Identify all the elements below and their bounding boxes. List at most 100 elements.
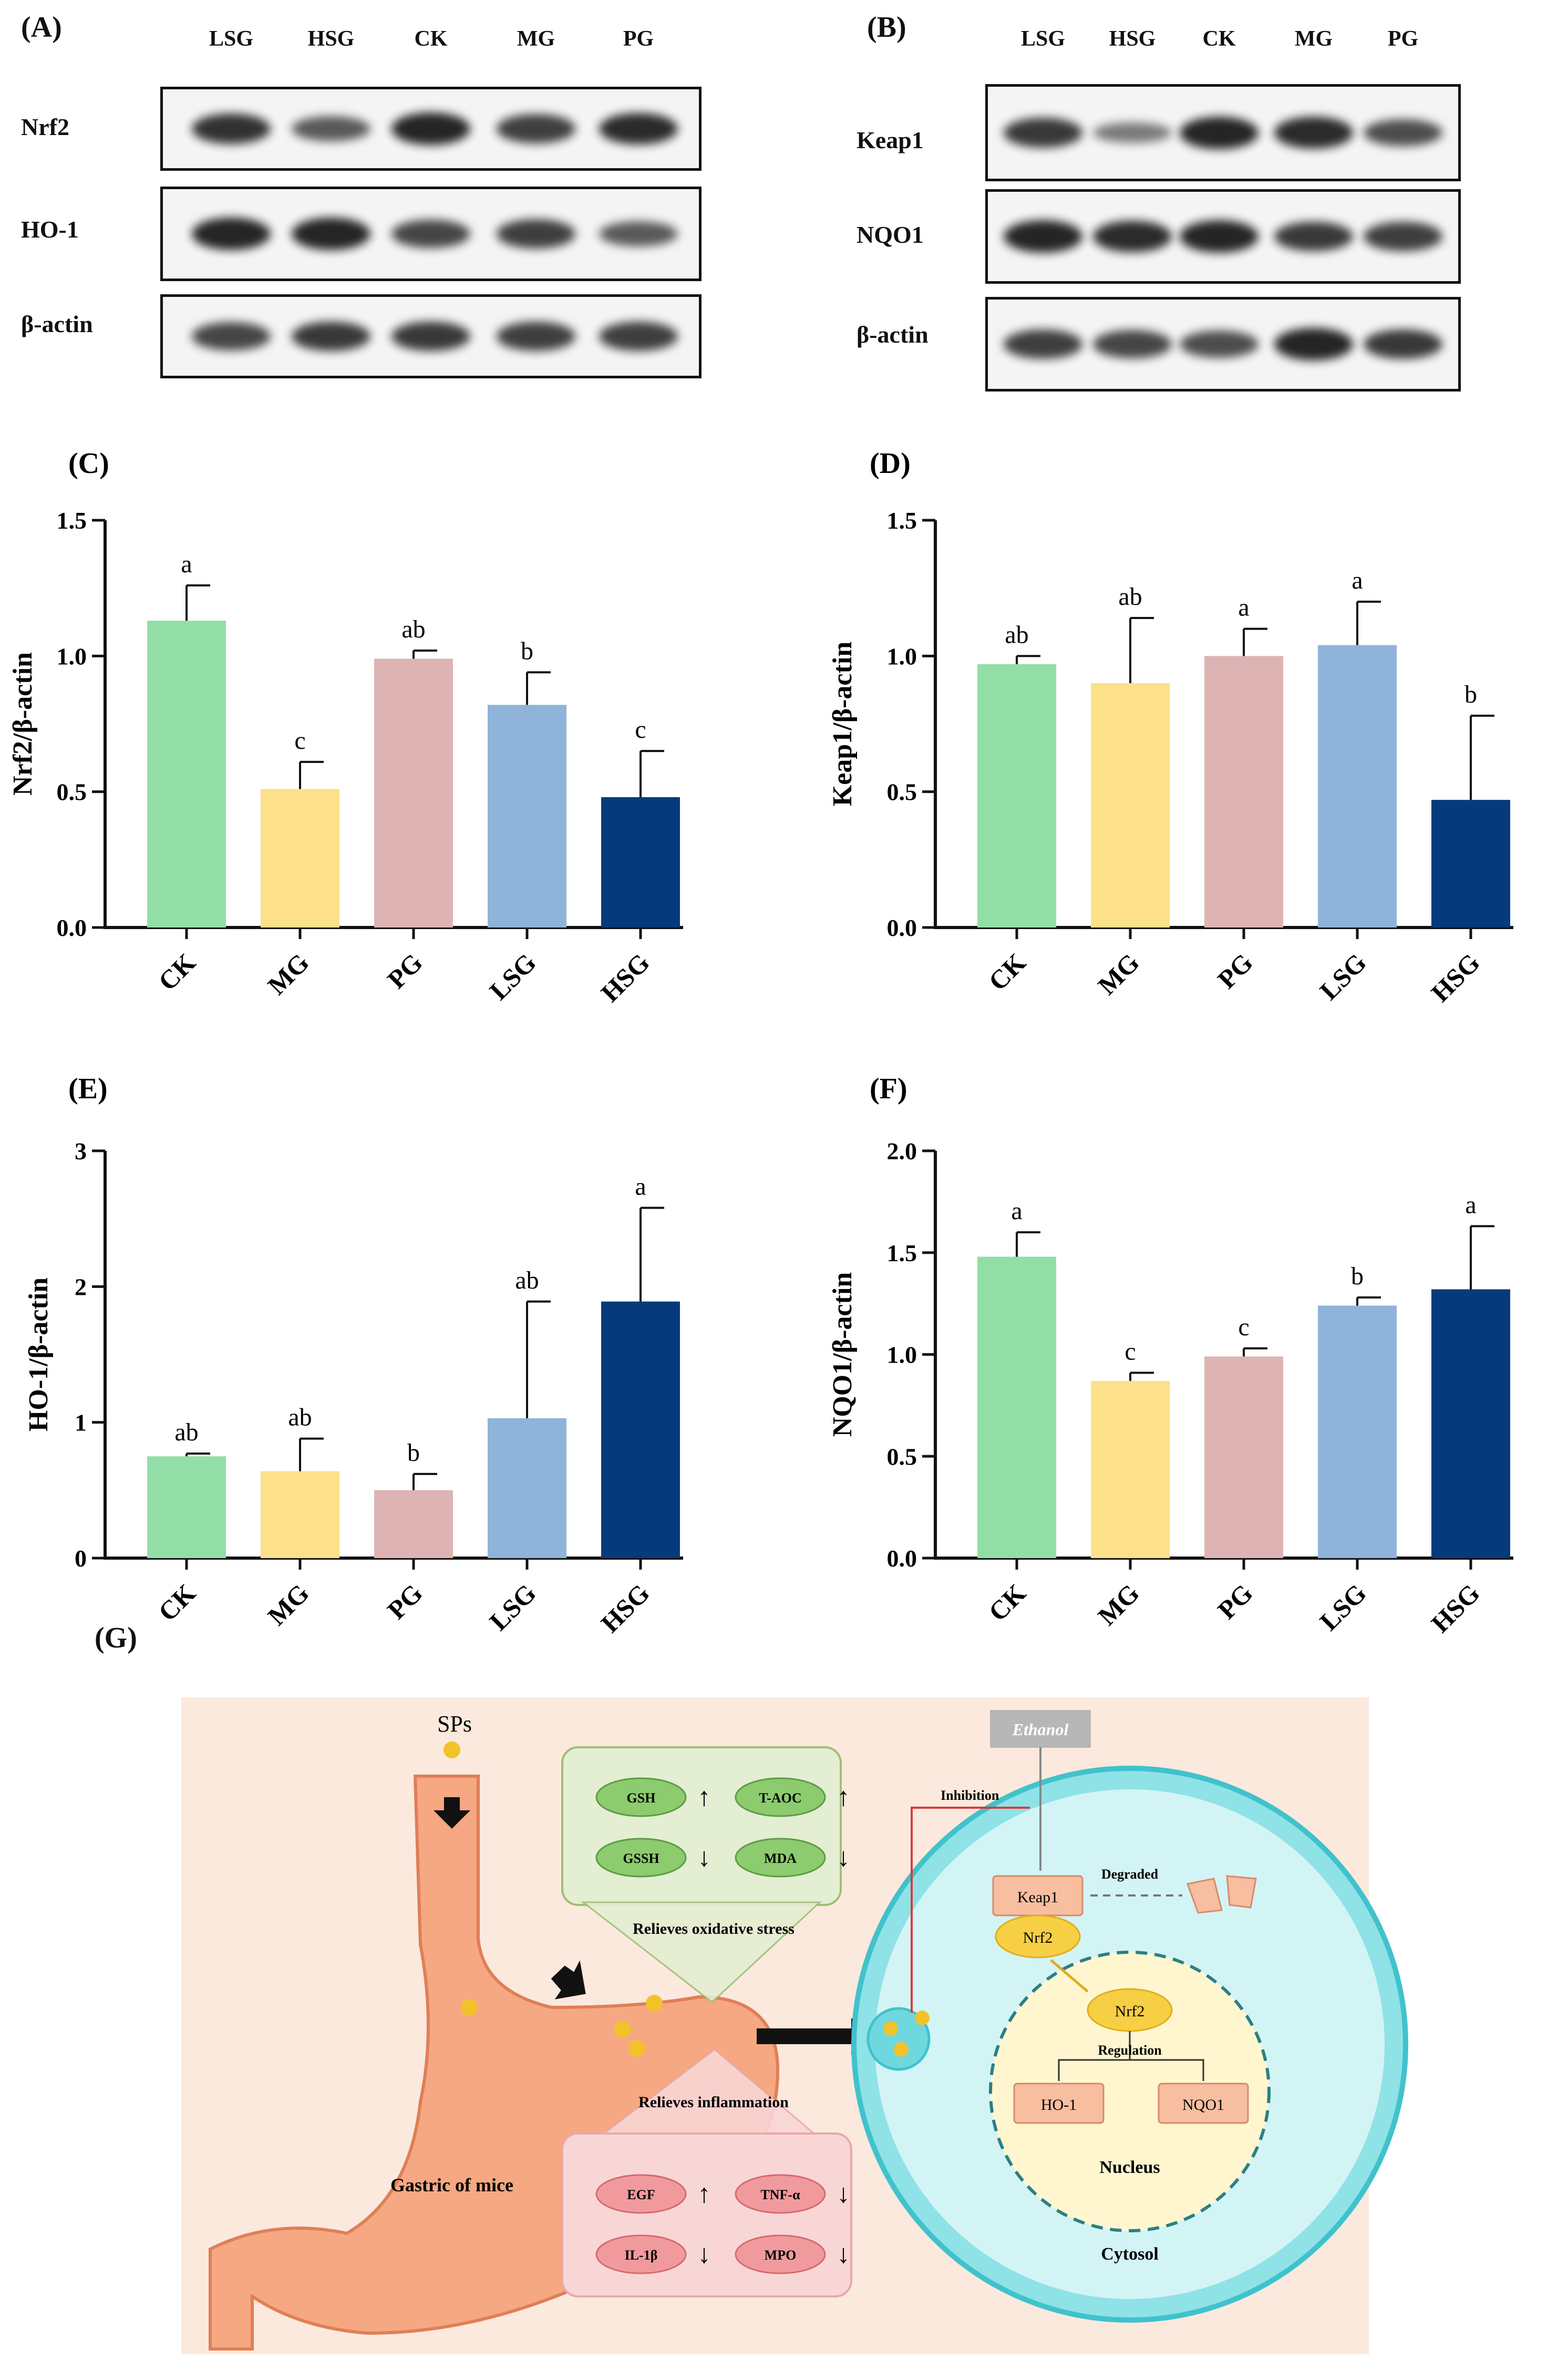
significance-letter: b (407, 1439, 420, 1467)
blot-b-nqo1-strip (985, 189, 1461, 284)
blot-band (292, 321, 370, 352)
blot-a-lane-label: HSG (307, 27, 355, 51)
blot-band (1093, 330, 1172, 358)
bar-lsg (488, 705, 566, 927)
significance-letter: ab (174, 1418, 198, 1446)
up-arrow-icon: ↑ (698, 1782, 711, 1811)
down-arrow-icon: ↓ (837, 1842, 850, 1872)
significance-letter: b (1464, 681, 1477, 708)
sp-particle (461, 1999, 478, 2016)
regulation-label: Regulation (1098, 2043, 1162, 2058)
blot-band (292, 218, 370, 250)
significance-letter: a (1238, 594, 1249, 622)
panel-label-b: (B) (867, 11, 906, 44)
blot-a-ho1-strip (160, 187, 702, 281)
blot-a-row-label: Nrf2 (21, 114, 69, 140)
y-tick-label: 2 (75, 1273, 87, 1300)
marker-label: MPO (765, 2248, 797, 2263)
blot-band (599, 221, 678, 247)
blot-band (1004, 118, 1082, 148)
marker-label: GSSH (623, 1851, 659, 1866)
bar-lsg (488, 1418, 566, 1558)
significance-letter: a (635, 1173, 646, 1201)
y-tick-label: 1.0 (887, 1342, 917, 1368)
bar-ck (977, 1256, 1056, 1558)
blot-b-lane-label: MG (1294, 27, 1333, 51)
blot-band (391, 321, 470, 352)
bar-ck (147, 1456, 226, 1558)
significance-letter: c (635, 716, 646, 744)
blot-a-lane-label: CK (414, 27, 448, 51)
degraded-fragment (1226, 1875, 1257, 1909)
blot-band (1180, 331, 1258, 358)
y-axis-label: NQO1/β-actin (828, 1272, 858, 1437)
blot-band (1004, 220, 1082, 253)
bar-hsg (1431, 800, 1510, 927)
y-tick-label: 1.5 (887, 1240, 917, 1266)
blot-band (497, 219, 575, 249)
sp-particle (628, 2040, 645, 2057)
arrow-icon (434, 1797, 470, 1829)
down-arrow-icon: ↓ (698, 2239, 711, 2269)
bar-hsg (1431, 1289, 1510, 1558)
oxidative-box (561, 1746, 842, 1906)
marker-label: TNF-α (760, 2187, 800, 2202)
bar-mg (1091, 683, 1170, 927)
marker-mpo (735, 2234, 826, 2274)
marker-label: GSH (627, 1790, 656, 1806)
marker-label: T-AOC (759, 1790, 801, 1806)
inhibition-arrow (911, 1807, 1030, 2013)
blot-band (192, 218, 271, 250)
marker-mda (735, 1838, 826, 1878)
bar-pg (374, 658, 453, 927)
marker-label: IL-1β (625, 2248, 658, 2263)
nrf2-ellipse (995, 1914, 1081, 1959)
up-arrow-icon: ↑ (837, 1782, 850, 1811)
blot-a-row-label: HO-1 (21, 216, 79, 243)
panel-label: (D) (870, 447, 911, 480)
degraded-fragment (1186, 1878, 1223, 1914)
y-tick-label: 0.5 (57, 779, 87, 806)
nucleus-area (989, 1951, 1271, 2232)
keap1-label: Keap1 (1017, 1889, 1058, 1906)
nrf2-nucleus-label: Nrf2 (1115, 2003, 1145, 2020)
arrow-icon (757, 2018, 872, 2055)
marker-tnf-α (735, 2174, 826, 2214)
significance-letter: c (1125, 1337, 1136, 1365)
down-arrow-icon: ↓ (698, 1842, 711, 1872)
blot-band (1004, 329, 1082, 359)
significance-letter: b (1351, 1262, 1364, 1290)
oxidative-title: Relieves oxidative stress (633, 1920, 795, 1938)
y-axis-label: Nrf2/β-actin (8, 652, 38, 796)
significance-letter: ab (1005, 621, 1028, 648)
bar-mg (261, 789, 339, 927)
marker-label: EGF (627, 2187, 655, 2202)
blot-b-row-label: β-actin (857, 321, 929, 348)
nqo1-label: NQO1 (1182, 2096, 1224, 2114)
y-tick-label: 0 (75, 1545, 87, 1572)
marker-label: MDA (764, 1851, 797, 1866)
degraded-label: Degraded (1101, 1867, 1159, 1882)
nucleus-label: Nucleus (1099, 2158, 1160, 2177)
blot-band (1274, 221, 1353, 252)
blot-a-row-label: β-actin (21, 311, 93, 337)
bar-lsg (1318, 1305, 1397, 1558)
blot-b-lane-label: LSG (1020, 27, 1066, 51)
blot-b-row-label: Keap1 (857, 127, 924, 153)
stomach-label: Gastric of mice (390, 2175, 513, 2196)
blot-band (1274, 328, 1353, 360)
significance-letter: a (1352, 566, 1363, 594)
inflammation-box (561, 2132, 852, 2297)
blot-band (599, 322, 678, 351)
significance-letter: c (294, 727, 305, 755)
bar-hsg (601, 1301, 680, 1558)
blot-b-keap1-strip (985, 84, 1461, 181)
bar-ck (147, 621, 226, 927)
y-tick-label: 0.5 (887, 779, 917, 806)
blot-band (599, 112, 678, 145)
down-arrow-icon: ↓ (837, 2179, 850, 2208)
oxidative-callout (581, 1901, 822, 2003)
sp-particle (883, 2021, 898, 2036)
significance-letter: a (181, 550, 192, 578)
